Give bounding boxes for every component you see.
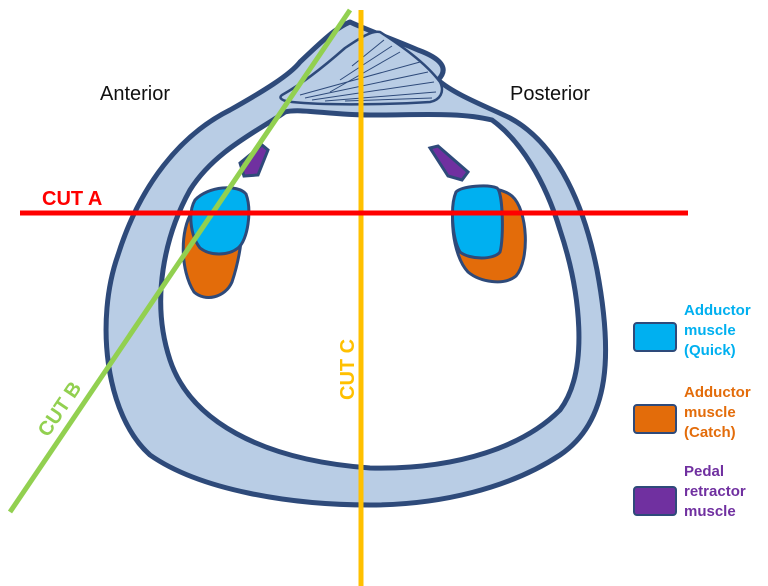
hatch-line (339, 45, 393, 81)
legend-swatch (633, 322, 677, 352)
legend-label-line: muscle (684, 322, 736, 339)
shell-wall (103, 19, 609, 508)
cut-b-line (7, 8, 353, 514)
hatch-line (329, 51, 401, 93)
legend-label-line: Adductor (684, 302, 751, 319)
posterior-adductor-quick-muscle (451, 184, 504, 260)
legend-label-line: retractor (684, 483, 746, 500)
anterior-label: Anterior (100, 83, 170, 105)
hatch-line (351, 39, 385, 67)
hatch-line (324, 91, 437, 102)
anterior-adductor-quick-muscle (189, 186, 251, 256)
legend-item-adductor-quick: Adductor muscle (Quick) (633, 302, 751, 359)
cut-a-label: CUT A (42, 188, 102, 210)
legend-label-line: (Quick) (684, 342, 736, 359)
legend-label-line: Adductor (684, 384, 751, 401)
hatch-line (311, 81, 435, 101)
legend-swatch (633, 486, 677, 516)
legend-item-adductor-catch: Adductor muscle (Catch) (633, 384, 751, 441)
legend-label-line: muscle (684, 404, 736, 421)
posterior-label: Posterior (510, 83, 590, 105)
cut-c-label: CUT C (337, 339, 359, 400)
legend-label-line: muscle (684, 503, 736, 520)
legend-item-pedal-retractor: Pedal retractor muscle (633, 463, 746, 520)
posterior-pedal-retractor-muscle (427, 144, 471, 182)
legend-label-line: Pedal (684, 463, 724, 480)
hatch-line (304, 71, 429, 99)
legend-label-line: (Catch) (684, 424, 736, 441)
legend-swatch (633, 404, 677, 434)
legend: Adductor muscle (Quick) Adductor muscle (Catc… (633, 302, 751, 520)
